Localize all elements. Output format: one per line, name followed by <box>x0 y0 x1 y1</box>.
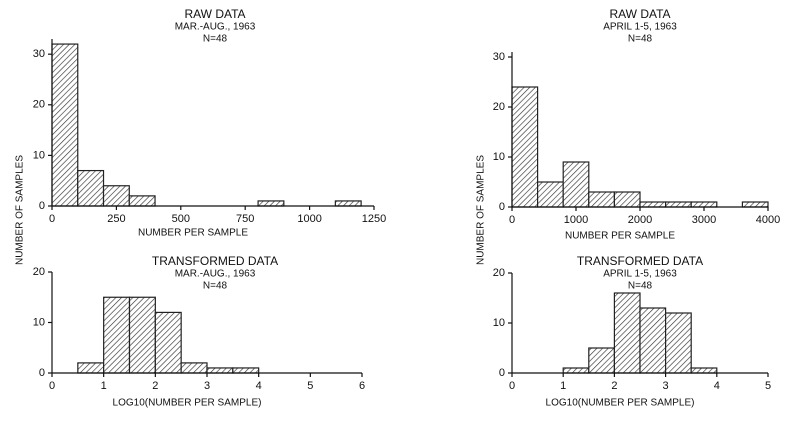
bar <box>613 191 641 208</box>
bar <box>77 169 105 207</box>
y-axis-label: NUMBER OF SAMPLES <box>15 155 26 265</box>
chart-subtitle: N=48 <box>203 34 228 45</box>
chart-title: TRANSFORMED DATA <box>577 254 703 268</box>
x-tick-label: 2 <box>611 380 617 392</box>
y-tick-label: 30 <box>493 51 505 63</box>
bar <box>511 86 539 208</box>
chart-title: RAW DATA <box>609 7 670 21</box>
x-axis-label: NUMBER PER SAMPLE <box>138 228 248 239</box>
y-tick-label: 20 <box>33 99 45 111</box>
bar <box>562 161 590 208</box>
bar <box>536 181 564 208</box>
bar <box>613 292 641 374</box>
x-tick-label: 0 <box>509 214 515 226</box>
bar <box>257 200 285 207</box>
chart-subtitle: N=48 <box>628 34 653 45</box>
bar <box>128 195 156 207</box>
chart-subtitle: MAR.-AUG., 1963 <box>175 22 256 33</box>
x-axis-label: LOG10(NUMBER PER SAMPLE) <box>546 398 695 409</box>
x-tick-label: 1 <box>101 380 107 392</box>
bar <box>639 201 667 208</box>
y-tick-label: 10 <box>33 316 45 328</box>
y-tick-label: 10 <box>493 151 505 163</box>
bar <box>128 296 156 374</box>
bar <box>51 43 79 207</box>
y-tick-label: 0 <box>499 201 505 213</box>
bar <box>690 201 718 208</box>
bar <box>741 201 769 208</box>
x-tick-label: 4 <box>714 380 720 392</box>
y-tick-label: 20 <box>493 101 505 113</box>
bar <box>334 200 362 207</box>
y-tick-label: 20 <box>493 267 505 279</box>
bar <box>588 347 615 374</box>
chart-subtitle: APRIL 1-5, 1963 <box>603 269 677 280</box>
bar <box>639 307 667 374</box>
x-tick-label: 0 <box>49 213 55 225</box>
x-tick-label: 4 <box>256 380 262 392</box>
x-tick-label: 0 <box>509 380 515 392</box>
bar <box>664 201 692 208</box>
x-axis-label: LOG10(NUMBER PER SAMPLE) <box>113 398 262 409</box>
chart-title: TRANSFORMED DATA <box>152 254 278 268</box>
y-tick-label: 0 <box>499 367 505 379</box>
x-tick-label: 6 <box>359 380 365 392</box>
y-tick-label: 0 <box>39 200 45 212</box>
x-tick-label: 4000 <box>756 214 780 226</box>
x-tick-label: 250 <box>107 213 125 225</box>
x-tick-label: 750 <box>236 213 254 225</box>
y-tick-label: 20 <box>33 266 45 278</box>
chart-subtitle: APRIL 1-5, 1963 <box>603 22 677 33</box>
x-tick-label: 1 <box>560 380 566 392</box>
x-tick-label: 3000 <box>692 214 716 226</box>
chart-title: RAW DATA <box>184 7 245 21</box>
x-axis-label: NUMBER PER SAMPLE <box>565 231 675 242</box>
bar <box>77 362 105 374</box>
x-tick-label: 500 <box>172 213 190 225</box>
x-tick-label: 1000 <box>564 214 588 226</box>
y-tick-label: 30 <box>33 48 45 60</box>
chart-subtitle: MAR.-AUG., 1963 <box>175 269 256 280</box>
bar <box>206 367 234 374</box>
bar <box>154 311 182 374</box>
x-tick-label: 1000 <box>297 213 321 225</box>
x-tick-label: 3 <box>204 380 210 392</box>
bar <box>562 367 590 374</box>
chart-subtitle: N=48 <box>203 281 228 292</box>
y-tick-label: 0 <box>39 367 45 379</box>
y-tick-label: 10 <box>493 317 505 329</box>
chart-subtitle: N=48 <box>628 281 653 292</box>
bar <box>690 367 718 374</box>
bar <box>180 362 208 374</box>
x-tick-label: 2 <box>152 380 158 392</box>
bar <box>232 367 260 374</box>
bar <box>588 191 615 208</box>
x-tick-label: 3 <box>663 380 669 392</box>
x-tick-label: 1250 <box>362 213 386 225</box>
x-tick-label: 2000 <box>628 214 652 226</box>
x-tick-label: 5 <box>765 380 771 392</box>
bar <box>102 185 130 207</box>
bar <box>664 312 692 374</box>
y-axis-label: NUMBER OF SAMPLES <box>476 155 487 265</box>
x-tick-label: 0 <box>49 380 55 392</box>
y-tick-label: 10 <box>33 149 45 161</box>
bar <box>103 296 131 374</box>
x-tick-label: 5 <box>307 380 313 392</box>
